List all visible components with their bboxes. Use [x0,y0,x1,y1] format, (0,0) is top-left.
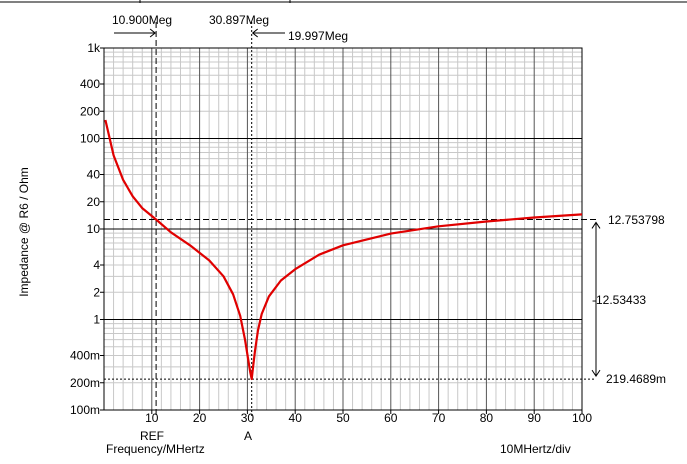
ref-frequency-label: 10.900Meg [112,13,172,27]
y-tick-label: 200 [80,104,100,118]
x-axis-label: Frequency/MHertz [106,442,205,456]
x-axis-ticks: 10 20 30 40 50 60 70 80 90 100 [145,410,592,425]
y-tick-label: 400 [80,77,100,91]
ref-cursor-label: REF [140,429,164,443]
y-tick-label: 4 [93,258,100,272]
a-cursor-label: A [244,429,252,443]
y-tick-label: 20 [87,195,101,209]
delta-frequency-label: 19.997Meg [288,29,348,43]
x-tick-label: 100 [572,411,592,425]
x-tick-label: 20 [193,411,207,425]
y-axis-ticks: 1k 400 200 100 40 20 10 4 2 1 400m 200m 100m [70,41,104,417]
series-group [104,119,583,381]
a-frequency-label: 30.897Meg [209,13,269,27]
delta-y-value-label: -12.53433 [592,293,646,307]
a-arrow-head [251,28,259,38]
x-tick-label: 60 [384,411,398,425]
y-tick-label: 10 [87,222,101,236]
x-tick-label: 30 [241,411,255,425]
y-tick-label: 40 [87,168,101,182]
y-axis-label: Impedance @ R6 / Ohm [17,167,31,297]
x-tick-label: 80 [480,411,494,425]
a-y-value-label: 219.4689m [606,372,666,386]
x-tick-label: 70 [432,411,446,425]
y-tick-label: 100m [70,403,100,417]
ref-y-value-label: 12.753798 [608,213,665,227]
x-tick-label: 50 [336,411,350,425]
x-tick-label: 10 [145,411,159,425]
cursors [104,22,601,418]
impedance-series-line [104,119,583,381]
y-tick-label: 200m [70,376,100,390]
delta-arrow-head-up [591,221,601,229]
y-tick-label: 2 [93,285,100,299]
delta-arrow-head-down [591,369,601,378]
y-tick-label: 400m [70,349,100,363]
y-tick-label: 1 [93,313,100,327]
x-tick-label: 40 [289,411,303,425]
x-tick-label: 90 [528,411,542,425]
y-tick-label: 100 [80,132,100,146]
x-scale-label: 10MHertz/div [500,442,571,456]
ref-arrow-head [149,28,156,38]
y-tick-label: 1k [87,41,101,55]
